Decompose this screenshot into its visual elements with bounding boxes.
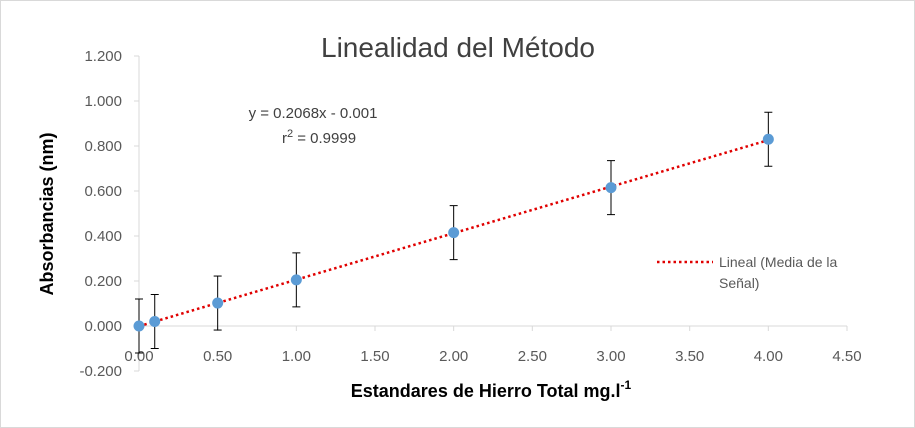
y-tick-label: 0.800	[84, 138, 122, 155]
x-tick-label: 3.00	[596, 348, 625, 365]
data-point	[762, 133, 774, 145]
x-axis-label-superscript: -1	[621, 378, 632, 392]
y-axis-label: Absorbancias (nm)	[37, 132, 57, 295]
r-squared-label: r2 = 0.9999	[282, 128, 356, 147]
x-tick-label: 1.00	[282, 348, 311, 365]
y-tick-label: 0.400	[84, 228, 122, 245]
x-tick-label: 0.50	[203, 348, 232, 365]
x-tick-label: 4.00	[754, 348, 783, 365]
legend-label-line2: Señal)	[719, 275, 759, 291]
r-squared-superscript: 2	[287, 128, 293, 140]
x-tick-label: 3.50	[675, 348, 704, 365]
x-tick-label: 1.50	[360, 348, 389, 365]
y-tick-label: 0.200	[84, 273, 122, 290]
axes	[134, 55, 848, 372]
x-tick-label: 0.00	[124, 348, 153, 365]
trendline	[138, 138, 769, 328]
x-axis-label: Estandares de Hierro Total mg.l-1	[351, 378, 632, 401]
y-tick-label: -0.200	[79, 363, 122, 380]
x-axis-label-main: Estandares de Hierro Total mg.l	[351, 381, 621, 401]
data-point	[290, 274, 302, 286]
data-point	[448, 227, 460, 239]
r-squared-value: = 0.9999	[293, 130, 356, 147]
data-point	[605, 182, 617, 194]
data-point	[212, 297, 224, 309]
tick-labels: 0.00 0.50 1.00 1.50 2.00 2.50 3.00 3.50 4.00 4.50…	[79, 48, 861, 380]
x-tick-label: 2.50	[518, 348, 547, 365]
y-tick-label: 1.200	[84, 48, 122, 65]
x-tick-label: 2.00	[439, 348, 468, 365]
y-tick-label: 1.000	[84, 93, 122, 110]
legend-label-line1: Lineal (Media de la	[719, 254, 838, 270]
trendline-equation: y = 0.2068x - 0.001	[249, 105, 378, 122]
r-squared-prefix: r	[282, 130, 287, 147]
y-tick-label: 0.600	[84, 183, 122, 200]
chart-title: Linealidad del Método	[321, 32, 595, 63]
x-tick-label: 4.50	[832, 348, 861, 365]
data-marks	[133, 111, 774, 354]
y-tick-label: 0.000	[84, 318, 122, 335]
legend: Lineal (Media de la Señal)	[657, 254, 838, 291]
data-point	[133, 320, 145, 332]
data-point	[149, 316, 161, 327]
